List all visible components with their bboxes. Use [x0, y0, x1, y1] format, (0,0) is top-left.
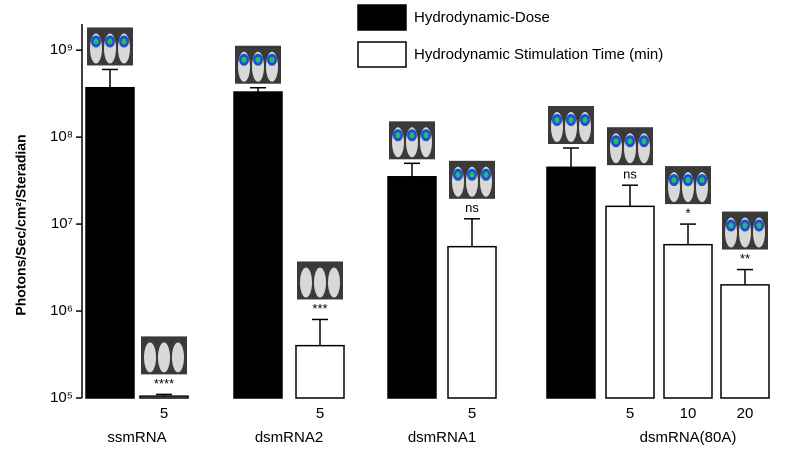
mouse	[314, 267, 326, 298]
mouse-image	[607, 127, 653, 166]
mouse	[144, 342, 156, 373]
legend-swatch	[357, 4, 407, 31]
signal-core	[699, 177, 705, 184]
signal-core	[469, 171, 475, 178]
signal-core	[121, 38, 127, 45]
mouse-image	[665, 166, 711, 205]
significance-label: ns	[623, 167, 637, 182]
mouse-image	[235, 45, 281, 84]
signal-core	[255, 56, 261, 63]
signal-core	[627, 138, 633, 145]
bar	[447, 245, 497, 399]
bar	[605, 205, 655, 399]
mouse-image	[297, 261, 343, 300]
signal-core	[671, 177, 677, 184]
bar	[139, 395, 189, 399]
mouse	[172, 342, 184, 373]
significance-label: ****	[154, 376, 174, 391]
significance-label: ns	[465, 200, 479, 215]
mouse-image	[449, 160, 495, 199]
significance-label: ***	[312, 301, 327, 316]
bar	[233, 91, 283, 399]
bar	[663, 243, 713, 399]
significance-label: **	[740, 251, 750, 266]
legend-swatch	[357, 41, 407, 68]
x-tick-label: 5	[316, 405, 324, 422]
y-tick-label: 10⁸	[50, 128, 73, 145]
bar	[720, 284, 770, 399]
group-label: dsmRNA1	[408, 429, 476, 446]
mouse	[300, 267, 312, 298]
bar	[387, 176, 437, 399]
signal-core	[107, 38, 113, 45]
signal-core	[742, 222, 748, 229]
signal-core	[395, 132, 401, 139]
signal-core	[728, 222, 734, 229]
signal-core	[269, 56, 275, 63]
group-label: dsmRNA(80A)	[640, 429, 737, 446]
mouse-image	[389, 121, 435, 160]
y-axis-label: Photons/Sec/cm²/Steradian	[13, 134, 29, 315]
x-tick-label: 5	[468, 405, 476, 422]
mouse-image	[548, 105, 594, 144]
signal-core	[613, 138, 619, 145]
legend-label: Hydrodynamic-Dose	[414, 9, 550, 26]
bar	[295, 344, 345, 399]
bar	[546, 166, 596, 399]
mouse-image	[722, 211, 768, 250]
y-tick-label: 10⁷	[51, 215, 73, 232]
signal-core	[568, 116, 574, 123]
x-tick-label: 10	[680, 405, 697, 422]
signal-core	[241, 56, 247, 63]
signal-core	[554, 116, 560, 123]
mouse	[158, 342, 170, 373]
legend-label: Hydrodynamic Stimulation Time (min)	[414, 46, 663, 63]
signal-core	[641, 138, 647, 145]
y-tick-label: 10⁵	[50, 389, 73, 406]
y-tick-label: 10⁶	[50, 302, 73, 319]
x-tick-label: 5	[160, 405, 168, 422]
bar	[85, 86, 135, 399]
signal-core	[685, 177, 691, 184]
signal-core	[93, 38, 99, 45]
signal-core	[756, 222, 762, 229]
y-tick-label: 10⁹	[50, 41, 73, 58]
x-tick-label: 5	[626, 405, 634, 422]
signal-core	[455, 171, 461, 178]
significance-label: *	[685, 206, 690, 221]
signal-core	[409, 132, 415, 139]
x-tick-label: 20	[737, 405, 754, 422]
mouse-image	[87, 27, 133, 66]
group-label: dsmRNA2	[255, 429, 323, 446]
signal-core	[483, 171, 489, 178]
mouse	[328, 267, 340, 298]
mouse-image	[141, 336, 187, 375]
group-label: ssmRNA	[107, 429, 166, 446]
signal-core	[582, 116, 588, 123]
signal-core	[423, 132, 429, 139]
